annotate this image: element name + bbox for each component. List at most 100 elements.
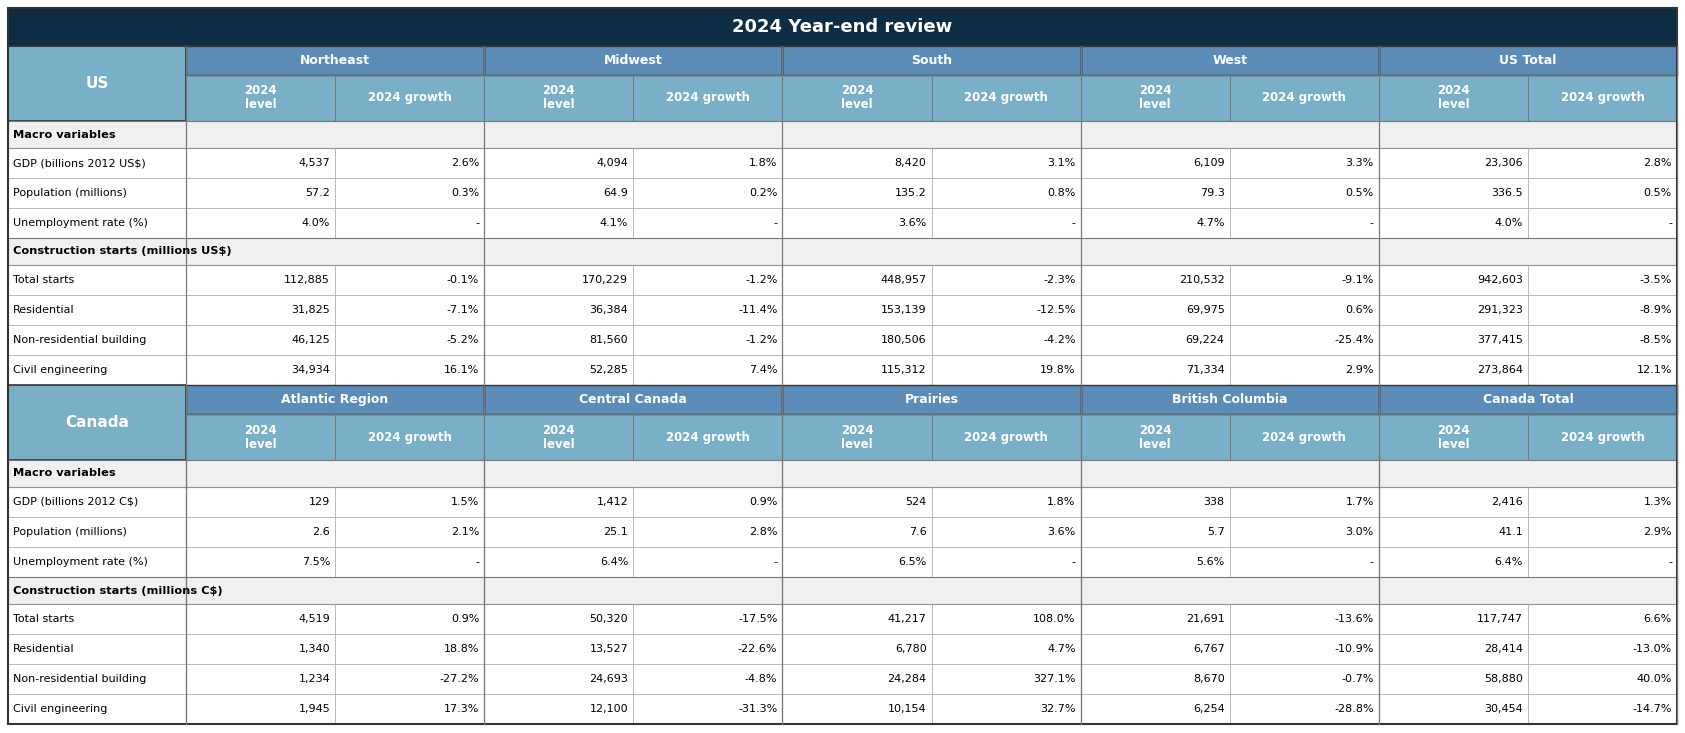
Bar — [335, 487, 484, 517]
Bar — [8, 238, 1677, 265]
Bar — [1230, 325, 1378, 355]
Bar — [634, 664, 782, 694]
Text: 31,825: 31,825 — [292, 305, 330, 315]
Bar — [932, 634, 1080, 664]
Bar — [8, 604, 185, 634]
Bar — [782, 547, 932, 577]
Text: 0.5%: 0.5% — [1645, 188, 1672, 198]
Bar — [185, 46, 484, 75]
Text: 13,527: 13,527 — [590, 644, 629, 654]
Bar — [335, 664, 484, 694]
Text: -31.3%: -31.3% — [738, 704, 777, 714]
Text: 377,415: 377,415 — [1478, 335, 1523, 345]
Text: 4,519: 4,519 — [298, 614, 330, 624]
Text: 1.8%: 1.8% — [750, 158, 777, 168]
Bar — [484, 46, 782, 75]
Text: 41,217: 41,217 — [888, 614, 927, 624]
Text: Canada: Canada — [66, 415, 130, 430]
Text: -25.4%: -25.4% — [1335, 335, 1373, 345]
Bar — [1528, 414, 1677, 460]
Text: 24,284: 24,284 — [888, 674, 927, 684]
Bar — [185, 694, 335, 724]
Bar — [484, 487, 634, 517]
Bar — [1378, 694, 1528, 724]
Text: -22.6%: -22.6% — [738, 644, 777, 654]
Bar — [1080, 75, 1230, 121]
Bar — [1080, 604, 1230, 634]
Bar — [1378, 148, 1528, 178]
Text: 338: 338 — [1203, 497, 1225, 507]
Bar — [335, 75, 484, 121]
Text: 1,412: 1,412 — [596, 497, 629, 507]
Bar — [932, 178, 1080, 208]
Bar — [8, 577, 1677, 604]
Bar — [185, 295, 335, 325]
Bar — [1080, 487, 1230, 517]
Bar — [1378, 694, 1528, 724]
Bar — [1230, 604, 1378, 634]
Text: 4.0%: 4.0% — [1495, 218, 1523, 228]
Text: British Columbia: British Columbia — [1173, 393, 1287, 406]
Text: level: level — [1437, 438, 1469, 451]
Bar — [1230, 547, 1378, 577]
Text: -13.6%: -13.6% — [1335, 614, 1373, 624]
Bar — [185, 517, 335, 547]
Text: 7.5%: 7.5% — [302, 557, 330, 567]
Bar — [335, 694, 484, 724]
Text: 273,864: 273,864 — [1476, 365, 1523, 375]
Bar — [484, 414, 634, 460]
Text: 71,334: 71,334 — [1186, 365, 1225, 375]
Bar — [634, 547, 782, 577]
Bar — [8, 694, 185, 724]
Bar — [634, 517, 782, 547]
Bar — [484, 664, 634, 694]
Text: 12,100: 12,100 — [590, 704, 629, 714]
Text: 40.0%: 40.0% — [1636, 674, 1672, 684]
Text: 0.5%: 0.5% — [1346, 188, 1373, 198]
Bar — [932, 148, 1080, 178]
Bar — [185, 46, 484, 75]
Bar — [782, 517, 932, 547]
Bar — [1080, 46, 1378, 75]
Bar — [185, 178, 335, 208]
Bar — [335, 547, 484, 577]
Bar — [932, 325, 1080, 355]
Bar — [335, 634, 484, 664]
Text: 3.3%: 3.3% — [1346, 158, 1373, 168]
Bar — [1080, 178, 1230, 208]
Text: 2.9%: 2.9% — [1643, 527, 1672, 537]
Bar — [782, 46, 1080, 75]
Text: -: - — [475, 557, 479, 567]
Bar — [1528, 517, 1677, 547]
Bar — [185, 208, 335, 238]
Text: -3.5%: -3.5% — [1640, 275, 1672, 285]
Bar — [484, 75, 634, 121]
Bar — [8, 325, 185, 355]
Bar — [8, 148, 185, 178]
Bar — [634, 634, 782, 664]
Bar — [1528, 265, 1677, 295]
Bar — [1528, 325, 1677, 355]
Bar — [634, 208, 782, 238]
Text: -2.3%: -2.3% — [1043, 275, 1075, 285]
Text: 6.6%: 6.6% — [1645, 614, 1672, 624]
Bar — [8, 121, 1677, 148]
Text: US Total: US Total — [1500, 54, 1557, 67]
Bar — [1080, 664, 1230, 694]
Text: 52,285: 52,285 — [590, 365, 629, 375]
Text: 108.0%: 108.0% — [1033, 614, 1075, 624]
Bar — [1080, 178, 1230, 208]
Bar — [335, 355, 484, 385]
Bar — [1080, 517, 1230, 547]
Bar — [932, 355, 1080, 385]
Bar — [8, 295, 185, 325]
Bar — [335, 148, 484, 178]
Bar — [335, 265, 484, 295]
Text: 2024: 2024 — [1437, 424, 1469, 436]
Text: 2,416: 2,416 — [1491, 497, 1523, 507]
Text: 23,306: 23,306 — [1484, 158, 1523, 168]
Bar — [1230, 148, 1378, 178]
Bar — [484, 178, 634, 208]
Bar — [484, 517, 634, 547]
Text: 129: 129 — [308, 497, 330, 507]
